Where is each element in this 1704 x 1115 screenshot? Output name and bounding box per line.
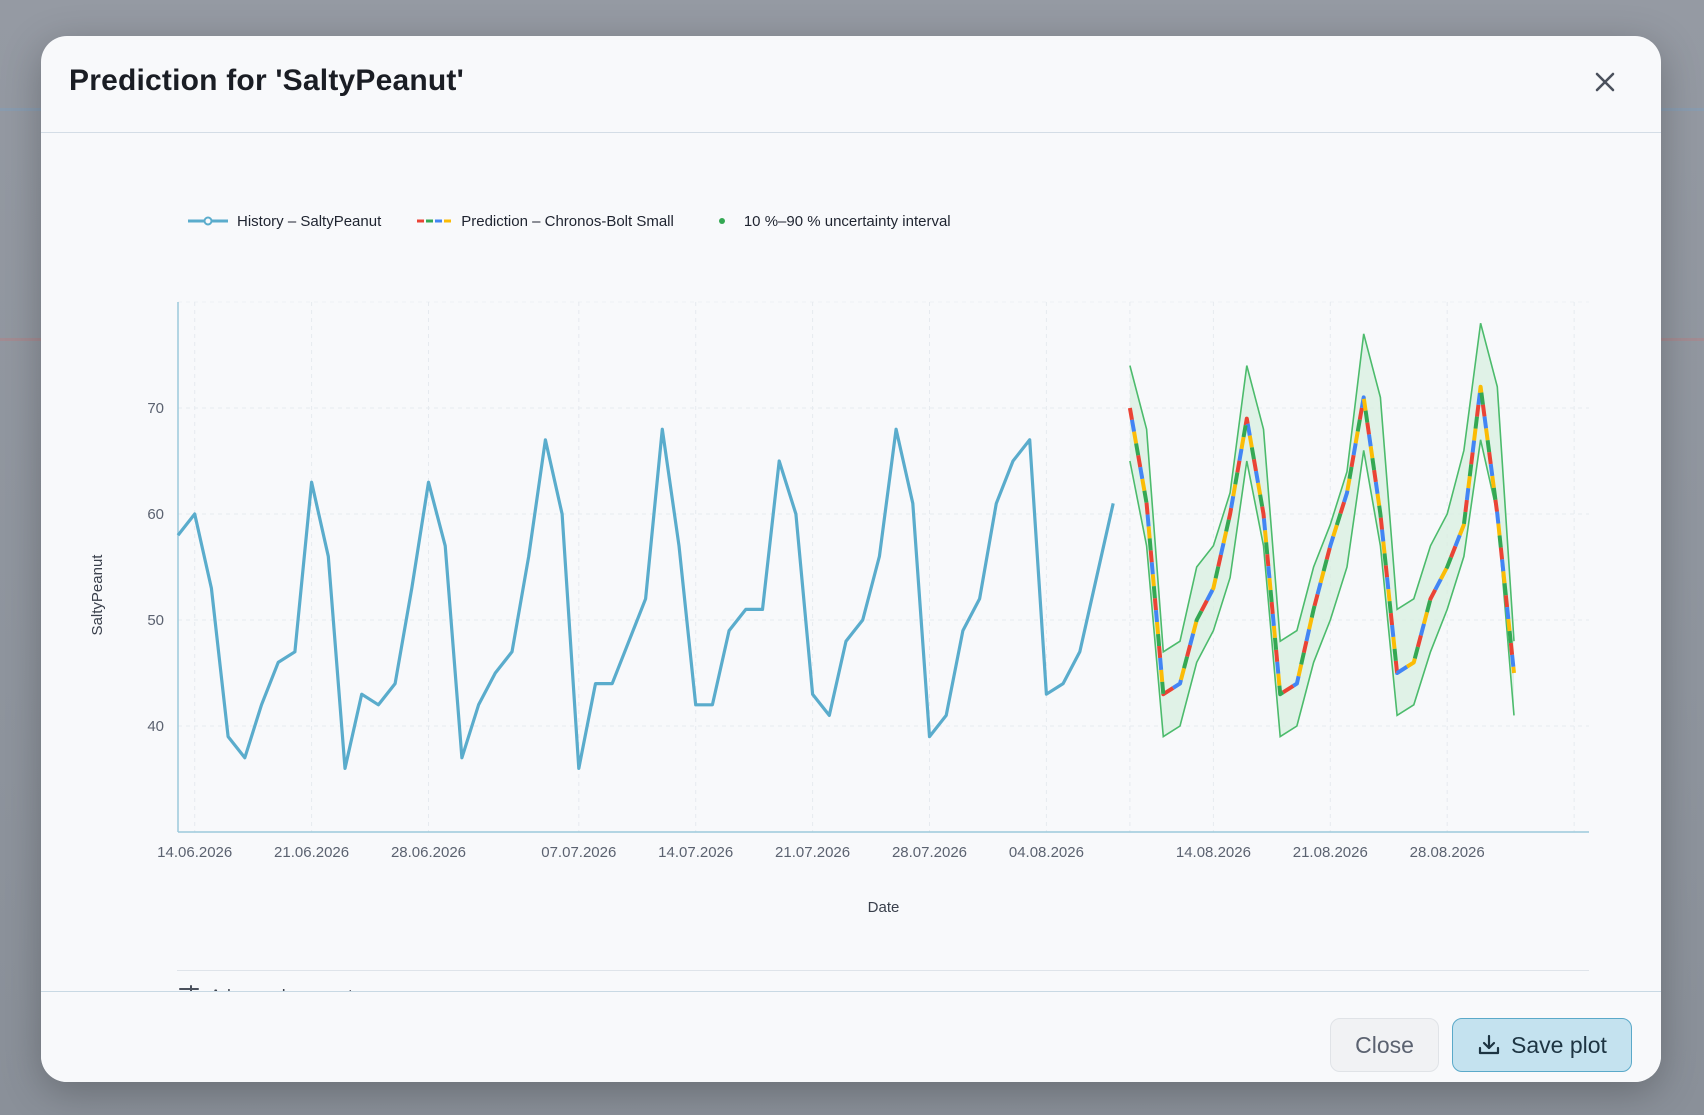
legend-interval[interactable]: 10 %–90 % uncertainty interval xyxy=(708,213,951,230)
y-axis-title: SaltyPeanut xyxy=(89,554,106,636)
legend-prediction-swatch xyxy=(417,219,452,223)
close-button[interactable]: Close xyxy=(1330,1018,1439,1072)
prediction-dialog: Prediction for 'SaltyPeanut' 40 50 60 70 14.… xyxy=(41,36,1661,1082)
x-tick-label: 28.08.2026 xyxy=(1410,844,1485,861)
band-upper-line xyxy=(1129,322,1515,654)
x-tick-label: 07.07.2026 xyxy=(541,844,616,861)
forecast-chart: 40 50 60 70 14.06.2026 21.06.2026 28.06.2026 07… xyxy=(41,133,1661,1007)
dialog-title: Prediction for 'SaltyPeanut' xyxy=(69,64,464,97)
y-tick-label: 70 xyxy=(147,400,164,417)
download-icon xyxy=(1478,1034,1500,1055)
legend-interval-label: 10 %–90 % uncertainty interval xyxy=(743,212,951,230)
legend-prediction-label: Prediction – Chronos-Bolt Small xyxy=(461,212,674,230)
dialog-footer: Close Save plot xyxy=(41,991,1661,1082)
y-tick-label: 40 xyxy=(147,718,164,735)
legend-history[interactable]: History – SaltyPeanut xyxy=(187,213,381,230)
chart-legend: History – SaltyPeanut Prediction – Chron… xyxy=(187,209,985,233)
dialog-header: Prediction for 'SaltyPeanut' xyxy=(41,36,1661,133)
x-tick-label: 28.07.2026 xyxy=(892,844,967,861)
save-plot-label: Save plot xyxy=(1511,1031,1607,1058)
close-icon[interactable] xyxy=(1589,66,1621,98)
chart-svg: 40 50 60 70 14.06.2026 21.06.2026 28.06.2026 07… xyxy=(89,301,1589,916)
legend-prediction[interactable]: Prediction – Chronos-Bolt Small xyxy=(415,213,674,230)
x-tick-label: 04.08.2026 xyxy=(1009,844,1084,861)
legend-interval-swatch xyxy=(718,218,725,224)
x-tick-label: 14.08.2026 xyxy=(1176,844,1251,861)
save-plot-button[interactable]: Save plot xyxy=(1452,1018,1632,1072)
x-axis-title: Date xyxy=(868,899,900,916)
x-tick-label: 14.07.2026 xyxy=(658,844,733,861)
y-tick-label: 50 xyxy=(147,612,164,629)
x-tick-label: 28.06.2026 xyxy=(391,844,466,861)
band-lower-line xyxy=(1129,439,1515,738)
y-tick-label: 60 xyxy=(147,506,164,523)
prediction-line xyxy=(1127,384,1516,697)
uncertainty-band xyxy=(1129,323,1514,737)
divider xyxy=(177,970,1589,971)
history-line xyxy=(176,427,1115,770)
x-tick-label: 21.07.2026 xyxy=(775,844,850,861)
prediction-line xyxy=(1127,384,1516,697)
legend-history-label: History – SaltyPeanut xyxy=(237,212,382,230)
x-tick-label: 14.06.2026 xyxy=(157,844,232,861)
x-tick-label: 21.06.2026 xyxy=(274,844,349,861)
x-tick-label: 21.08.2026 xyxy=(1293,844,1368,861)
legend-history-swatch xyxy=(188,216,228,226)
